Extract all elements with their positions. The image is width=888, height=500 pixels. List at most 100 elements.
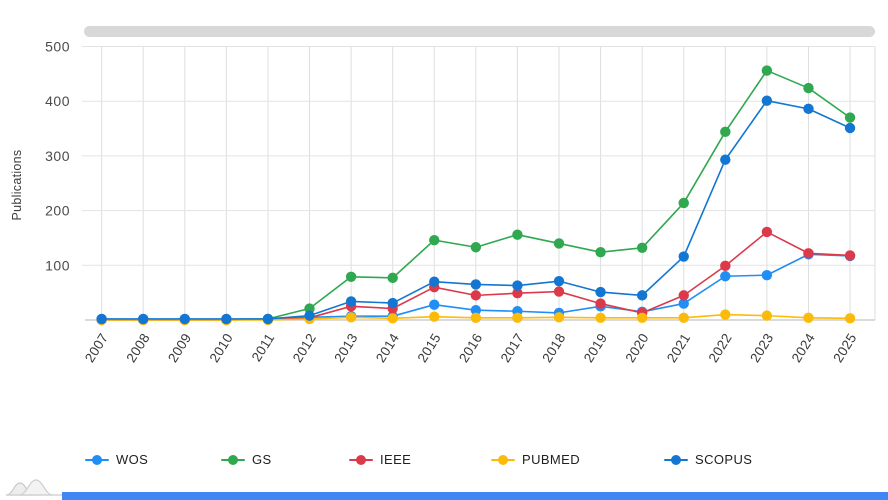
data-point-dot[interactable]: [470, 279, 482, 290]
x-axis-tick-labels: 2007 2008 2009 2010 2011 2012 2013 2014 2015 2016…: [82, 330, 860, 365]
data-point-dot[interactable]: [345, 312, 357, 323]
data-point-dot[interactable]: [553, 312, 565, 323]
legend-marker-icon: [221, 454, 245, 466]
data-point-dot[interactable]: [96, 313, 107, 325]
data-point-dot[interactable]: [761, 269, 773, 281]
data-point-dot[interactable]: [387, 272, 398, 284]
data-point-dot[interactable]: [636, 290, 648, 301]
data-point-dot[interactable]: [678, 290, 689, 301]
data-point-dot[interactable]: [429, 276, 440, 287]
data-point-dot[interactable]: [844, 313, 856, 324]
x-tick-label: 2016: [456, 331, 485, 365]
data-point-dot[interactable]: [595, 286, 606, 298]
data-point-dot[interactable]: [429, 311, 440, 322]
data-point-dot[interactable]: [512, 287, 523, 299]
waves-logo-icon: [5, 479, 63, 496]
x-tick-label: 2010: [207, 331, 236, 365]
y-tick-label: 200: [45, 203, 70, 219]
chart-range-scrollbar[interactable]: [84, 26, 875, 37]
data-point-dot[interactable]: [844, 112, 856, 123]
data-point-dot[interactable]: [387, 297, 398, 309]
data-point-dot[interactable]: [803, 248, 814, 259]
data-point-dot[interactable]: [429, 299, 440, 310]
data-point-dot[interactable]: [636, 312, 648, 324]
x-tick-label: 2023: [747, 331, 776, 365]
y-tick-label: 500: [45, 39, 70, 55]
y-tick-label: 300: [45, 148, 70, 164]
data-point-dot[interactable]: [803, 312, 814, 324]
data-point-dot[interactable]: [761, 310, 773, 321]
x-tick-label: 2009: [165, 331, 194, 365]
data-point-dot[interactable]: [678, 312, 689, 324]
legend-item-pubmed[interactable]: PUBMED: [491, 452, 580, 467]
legend-marker-icon: [664, 454, 688, 466]
data-point-dot[interactable]: [512, 312, 523, 324]
data-point-dot[interactable]: [345, 296, 357, 307]
series-scopus: [96, 95, 856, 325]
data-point-dot[interactable]: [387, 313, 398, 324]
data-point-dot[interactable]: [429, 234, 440, 246]
data-point-dot[interactable]: [761, 95, 773, 106]
data-point-dot[interactable]: [595, 312, 606, 324]
data-point-dot[interactable]: [761, 65, 773, 76]
x-tick-label: 2018: [539, 331, 568, 365]
data-point-dot[interactable]: [512, 229, 523, 240]
x-tick-label: 2012: [290, 331, 319, 365]
data-point-dot[interactable]: [512, 280, 523, 291]
data-point-dot[interactable]: [720, 154, 731, 165]
x-tick-label: 2011: [249, 331, 278, 365]
x-tick-label: 2025: [830, 331, 859, 365]
legend-label: GS: [252, 452, 272, 467]
legend-item-gs[interactable]: GS: [221, 452, 272, 467]
data-point-dot[interactable]: [720, 309, 731, 320]
data-point-dot[interactable]: [553, 275, 565, 287]
data-point-dot[interactable]: [678, 251, 689, 262]
data-point-dot[interactable]: [720, 126, 731, 138]
data-point-dot[interactable]: [636, 242, 648, 253]
legend-item-wos[interactable]: WOS: [85, 452, 148, 467]
data-point-dot[interactable]: [262, 313, 274, 325]
data-point-dot[interactable]: [803, 103, 814, 115]
data-point-dot[interactable]: [595, 298, 606, 309]
legend-item-scopus[interactable]: SCOPUS: [664, 452, 752, 467]
legend-label: SCOPUS: [695, 452, 753, 467]
data-point-dot[interactable]: [470, 290, 482, 301]
data-point-dot[interactable]: [720, 260, 731, 272]
data-point-dot[interactable]: [470, 242, 482, 253]
data-point-dot[interactable]: [844, 250, 856, 261]
x-tick-label: 2007: [82, 331, 111, 365]
data-point-dot[interactable]: [345, 271, 357, 282]
legend-label: IEEE: [380, 452, 412, 467]
data-point-dot[interactable]: [553, 238, 565, 249]
x-tick-label: 2017: [498, 331, 527, 365]
data-point-dot[interactable]: [470, 304, 482, 316]
data-point-dot[interactable]: [720, 271, 731, 282]
data-point-dot[interactable]: [138, 313, 149, 325]
data-point-dot[interactable]: [761, 226, 773, 238]
data-point-dot[interactable]: [595, 246, 606, 258]
data-point-dot[interactable]: [678, 197, 689, 209]
x-tick-label: 2008: [123, 331, 152, 365]
grid-lines: [82, 46, 876, 321]
x-tick-label: 2020: [622, 331, 651, 365]
legend-label: WOS: [116, 452, 149, 467]
x-tick-label: 2022: [706, 331, 735, 365]
data-point-dot[interactable]: [304, 310, 315, 321]
legend-marker-icon: [85, 454, 109, 466]
data-point-dot[interactable]: [221, 313, 232, 325]
data-point-dot[interactable]: [179, 313, 190, 325]
data-point-dot[interactable]: [678, 298, 689, 309]
footer-blue-bar: [62, 492, 888, 500]
data-point-dot[interactable]: [553, 286, 565, 297]
x-tick-label: 2021: [664, 331, 693, 365]
x-tick-label: 2024: [789, 330, 818, 365]
x-tick-label: 2014: [373, 330, 402, 365]
data-point-dot[interactable]: [470, 312, 482, 324]
data-point-dot[interactable]: [844, 122, 856, 134]
chart-legend: WOS GS IEEE PUBMED SCOPUS: [0, 452, 888, 474]
data-point-dot[interactable]: [304, 303, 315, 314]
legend-item-ieee[interactable]: IEEE: [349, 452, 411, 467]
data-point-dot[interactable]: [803, 82, 814, 94]
